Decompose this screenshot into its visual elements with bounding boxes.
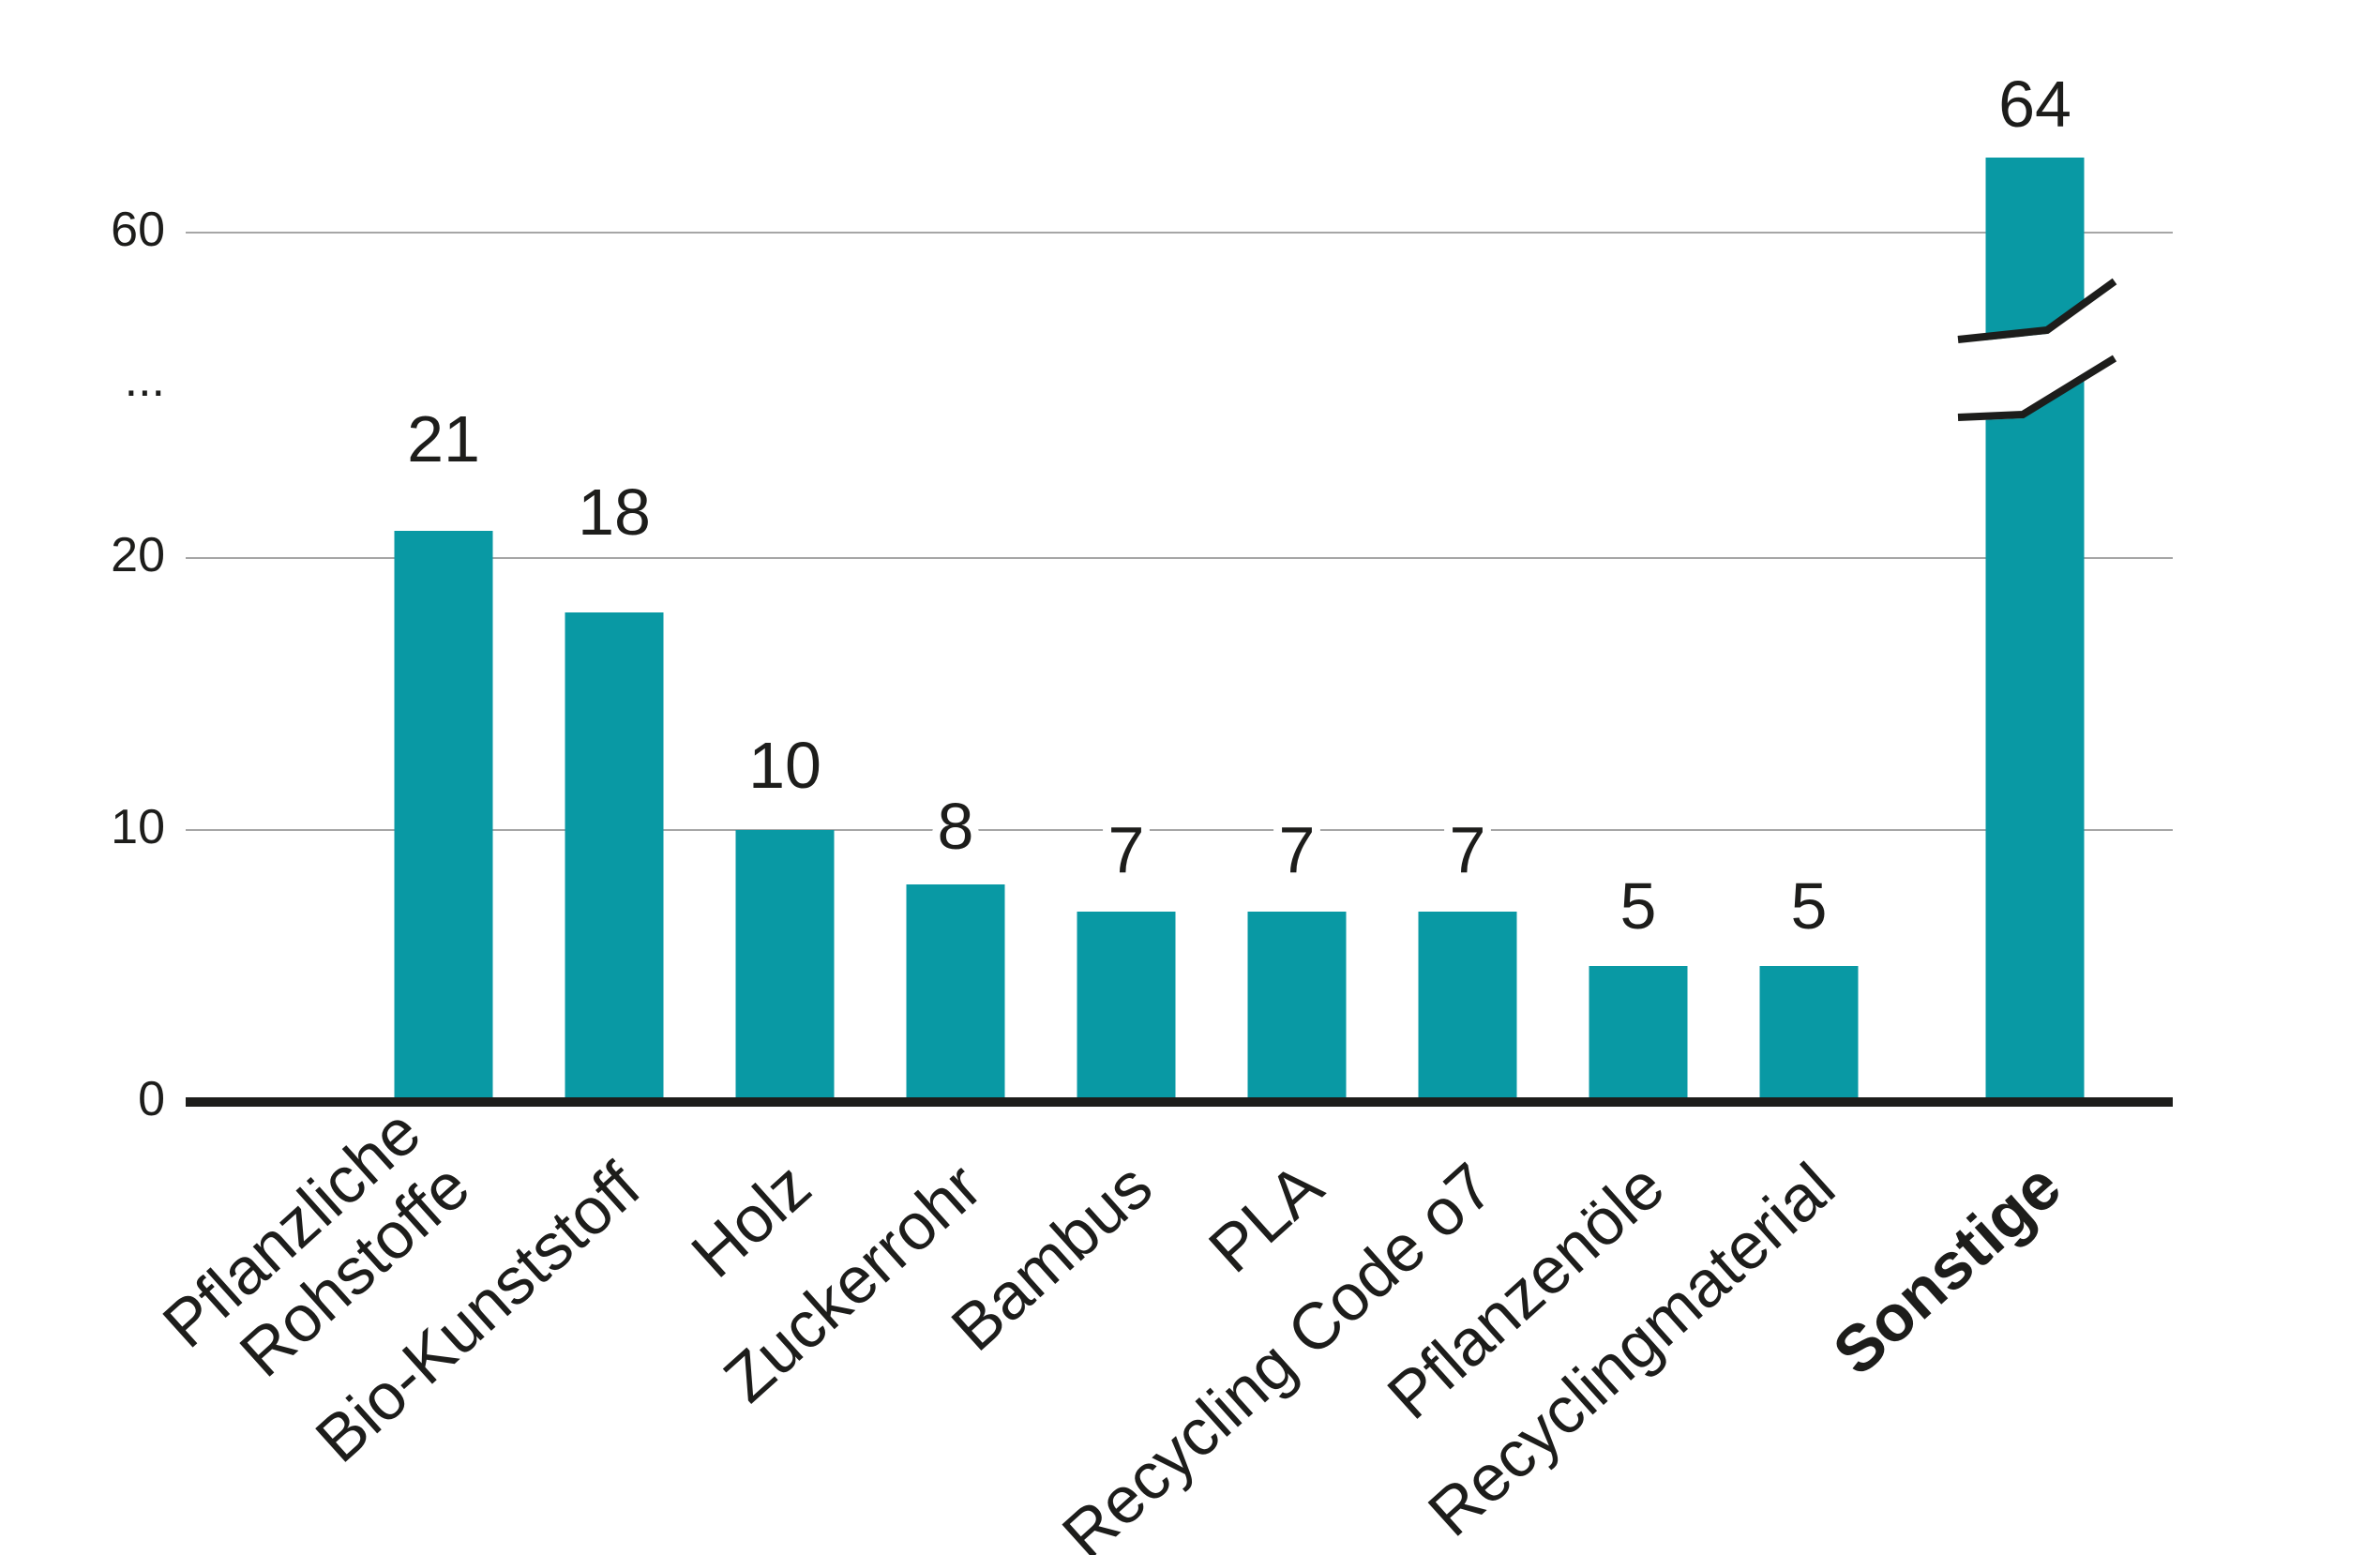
value-label-pflanzliche-rohstoffe: 21 [407, 402, 480, 476]
value-label-pflanzenole: 5 [1620, 869, 1657, 943]
bar-pla [1247, 912, 1347, 1104]
value-label-sonstige: 64 [1998, 68, 2071, 141]
x-axis-line [186, 1097, 2173, 1107]
y-tick-label-10: 10 [111, 800, 165, 854]
axis-break-upper-line [1957, 278, 2117, 343]
value-label-recyclingmaterial: 5 [1791, 869, 1828, 943]
bar-holz [735, 830, 835, 1104]
bar-bambus [1077, 912, 1176, 1104]
value-label-zuckerrohr: 8 [938, 790, 974, 863]
y-tick-label-20: 20 [111, 528, 165, 582]
axis-break-lower-line [1957, 355, 2117, 421]
y-axis-break-ellipsis: ... [125, 353, 165, 407]
y-tick-label-60: 60 [111, 203, 165, 257]
bar-recycling-code-o7 [1418, 912, 1517, 1104]
y-tick-label-0: 0 [138, 1072, 165, 1126]
bar-bio-kunststoff [565, 612, 664, 1104]
value-label-bio-kunststoff: 18 [578, 476, 651, 549]
value-label-holz: 10 [748, 729, 821, 802]
axis-break-gap [1958, 285, 2115, 421]
bar-zuckerrohr [906, 884, 1005, 1104]
value-label-bambus: 7 [1108, 813, 1145, 886]
bar-pflanzliche-rohstoffe [394, 531, 493, 1104]
value-label-pla: 7 [1279, 813, 1316, 886]
value-label-recycling-code-o7: 7 [1450, 813, 1486, 886]
bar-recyclingmaterial [1759, 966, 1859, 1104]
axis-break-marks [1957, 278, 2117, 421]
bar-sonstige [1985, 158, 2085, 1104]
bar-pflanzenole [1589, 966, 1688, 1104]
